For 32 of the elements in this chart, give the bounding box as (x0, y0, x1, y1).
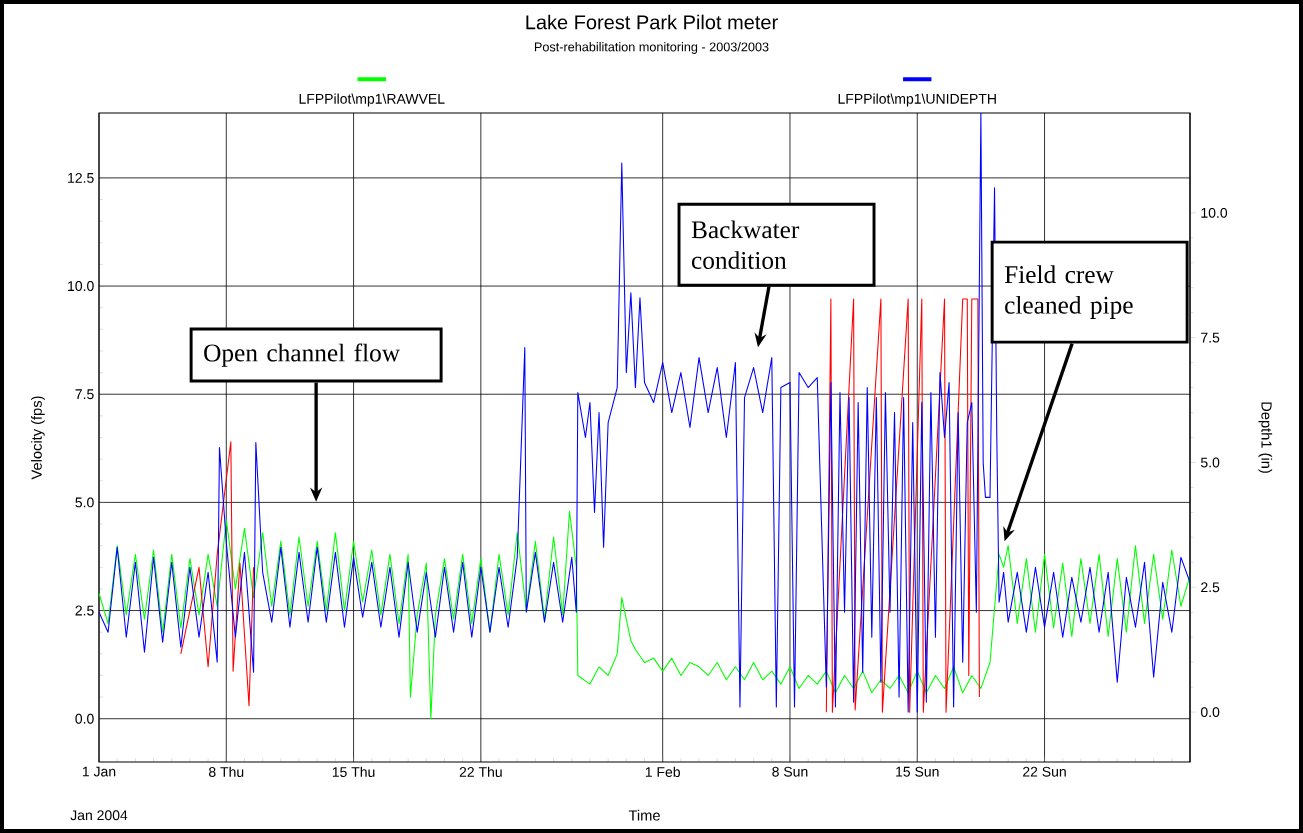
x-tick-label: 22 Sun (1023, 766, 1066, 777)
annotation: Open channel flow (204, 343, 400, 367)
y2-tick-label: 5.0 (1200, 457, 1220, 468)
x-tick-label: 15 Thu (332, 766, 375, 777)
y2-tick-label: 0.0 (1200, 707, 1220, 718)
y-tick-label: 10.0 (68, 281, 94, 292)
annotation: Backwater condition (691, 220, 800, 269)
x-tick-label: 1 Jan (82, 766, 116, 777)
y2-tick-label: 7.5 (1201, 332, 1220, 343)
x-tick-label: 1 Feb (645, 766, 680, 777)
legend-label: LFPPilot\mp1\UNIDEPTH (838, 93, 996, 107)
y-axis-title: Velocity (fps) (31, 396, 45, 480)
x-axis-title: Time (628, 809, 660, 821)
line-series (98, 510, 1191, 720)
x-tick-label: 8 Sun (772, 766, 808, 777)
legend-label: LFPPilot\mp1\RAWVEL (299, 93, 445, 107)
y-tick-label: 2.5 (75, 605, 94, 616)
line-series (99, 113, 1190, 713)
x-tick-label: 8 Thu (208, 766, 244, 777)
text: Jan 2004 (70, 810, 128, 821)
y2-tick-label: 10.0 (1201, 207, 1228, 218)
chart-subtitle: Post-rehabilitation monitoring - 2003/2003 (534, 42, 769, 54)
y-tick-label: 0.0 (75, 713, 94, 724)
chart-title: Lake Forest Park Pilot meter (526, 14, 778, 30)
x-tick-label: 22 Thu (459, 766, 502, 777)
y2-axis-title: Depth1 (in) (1258, 402, 1273, 473)
annotation: Field crew cleaned pipe (1004, 265, 1133, 319)
y-tick-label: 7.5 (75, 389, 94, 400)
x-tick-label: 15 Sun (896, 766, 939, 777)
y2-tick-label: 2.5 (1201, 582, 1220, 593)
y-tick-label: 12.5 (68, 172, 94, 183)
y-tick-label: 5.0 (75, 497, 94, 508)
